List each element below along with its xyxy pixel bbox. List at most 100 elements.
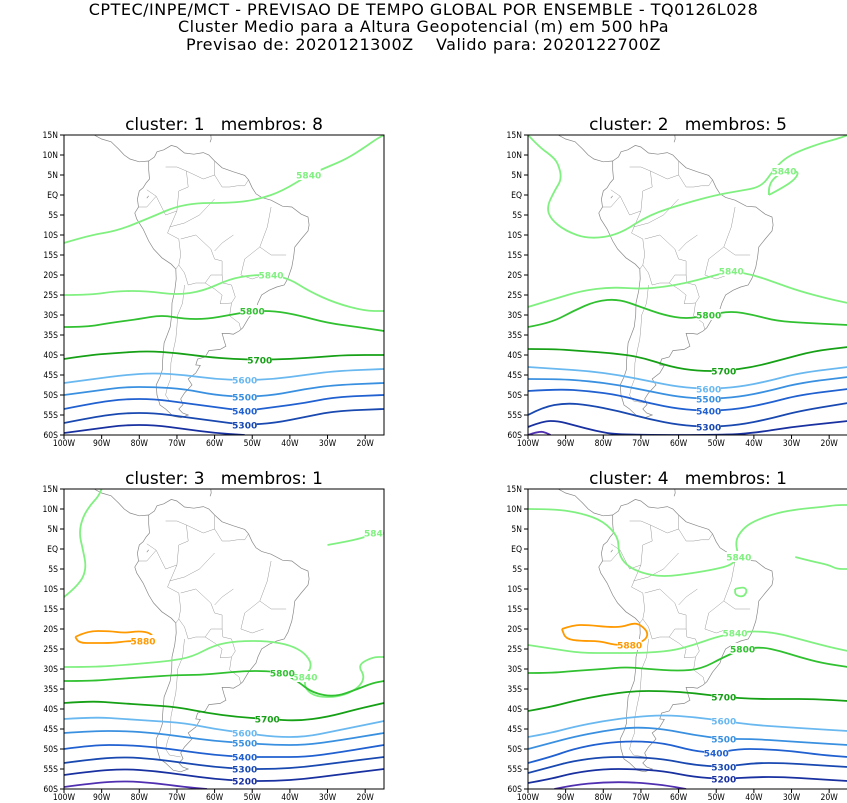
lon-label: 40W [281, 793, 299, 803]
country-border [167, 210, 181, 270]
contour-5600 [64, 368, 384, 384]
lat-label: 60S [43, 431, 58, 441]
lat-label: 50S [43, 391, 58, 401]
contour-label-bg [730, 643, 755, 654]
central-america-coastline [93, 489, 149, 517]
lon-label: 20W [357, 439, 375, 449]
contour-label-bg [719, 265, 744, 276]
contour-5300 [528, 402, 847, 428]
lon-label: 50W [708, 439, 726, 449]
lon-label: 40W [745, 793, 763, 803]
lat-label: 5S [48, 211, 58, 221]
lat-label: 10S [507, 585, 522, 595]
contour-label: 5800 [730, 646, 755, 656]
contour-5840 [64, 640, 384, 698]
lat-label: 40S [507, 351, 522, 361]
contour-5300 [64, 408, 384, 426]
contour-label: 5400 [696, 408, 721, 418]
country-border [178, 264, 223, 286]
contour-label-bg [296, 169, 321, 180]
map-svg: 5840584058005700560055005400530015N10N5N… [507, 131, 847, 449]
lat-label: 10S [507, 231, 522, 241]
contour-5400 [64, 394, 384, 411]
contour-label: 5300 [696, 424, 721, 434]
map-svg: 5840584058005700560055005400530015N10N5N… [43, 131, 385, 449]
country-border [642, 618, 687, 640]
map-frame [63, 488, 385, 790]
contour-label: 5800 [696, 312, 721, 322]
island-coastline [209, 135, 212, 143]
country-border [610, 189, 630, 216]
lat-label: EQ [47, 191, 58, 201]
lat-label: 45S [507, 371, 522, 381]
contour-label-bg [247, 353, 272, 365]
lon-label: 70W [632, 439, 650, 449]
panel-title: cluster: 3 membros: 1 [125, 469, 323, 489]
contour-label: 5700 [255, 716, 280, 726]
country-border [214, 234, 234, 252]
country-border [644, 588, 700, 652]
map-panel-cluster-2: cluster: 2 membros: 5 5840 5840 5800 5700 56… [464, 115, 847, 449]
lat-label: 30S [43, 665, 58, 675]
lat-label: 5N [511, 525, 522, 535]
contour-5400 [528, 388, 847, 412]
contour-5600 [64, 716, 384, 738]
contour-label-bg [255, 713, 280, 724]
country-border [229, 302, 242, 330]
contour-label-bg [711, 365, 736, 376]
contour-5840 [528, 271, 847, 308]
lon-label: 100W [53, 793, 76, 803]
map-area [528, 489, 847, 789]
country-border [678, 174, 713, 188]
contour-label-bg [696, 421, 721, 432]
central-america-coastline [557, 489, 613, 517]
island-coastline [673, 489, 676, 497]
lat-label: 15S [507, 251, 522, 261]
country-border [704, 246, 728, 280]
map-frame [527, 134, 847, 436]
country-border [678, 588, 698, 606]
contour-label: 5500 [711, 736, 736, 746]
lat-label: 10N [43, 151, 58, 161]
lat-label: 15N [507, 131, 522, 141]
contour-label: 5700 [711, 368, 736, 378]
contour-label-bg [711, 691, 736, 702]
map-frame [63, 134, 385, 436]
contour-label-bg [232, 405, 257, 416]
contour-label-bg [696, 309, 721, 320]
country-border [205, 636, 236, 659]
contour-5100 [64, 780, 208, 789]
contour-5100 [554, 781, 687, 789]
contour-5500 [64, 382, 384, 398]
country-border [167, 564, 181, 624]
contour-label: 5600 [232, 730, 257, 740]
contour-label: 5800 [270, 670, 295, 680]
contour-label: 5500 [696, 396, 721, 406]
map-svg: 5840 5840 5880 5800 5700 5600 5500 5400 5300 5200… [507, 485, 847, 803]
lat-label: 45S [43, 725, 58, 735]
lat-label: 45S [43, 371, 58, 381]
country-border [180, 234, 236, 298]
contour-label: 5840 [771, 168, 796, 178]
lat-label: 15N [43, 131, 58, 141]
lon-label: 80W [595, 439, 613, 449]
country-border [633, 552, 679, 582]
contour-5200 [64, 768, 384, 782]
country-border [669, 636, 700, 659]
country-border [650, 161, 679, 180]
island-coastline [610, 549, 613, 553]
contour-label-bg [696, 393, 721, 404]
country-border [644, 234, 700, 298]
lat-label: 5S [512, 211, 522, 221]
country-border [631, 210, 645, 270]
lat-label: 55S [507, 411, 522, 421]
contour-label: 5300 [711, 764, 736, 774]
lat-label: 10N [43, 505, 58, 515]
lon-label: 30W [319, 793, 337, 803]
country-border [169, 198, 215, 228]
contour-label: 5840 [723, 630, 748, 640]
contour-5100 [528, 430, 552, 435]
country-border [146, 189, 166, 216]
island-coastline [146, 549, 149, 553]
country-border [180, 588, 236, 652]
